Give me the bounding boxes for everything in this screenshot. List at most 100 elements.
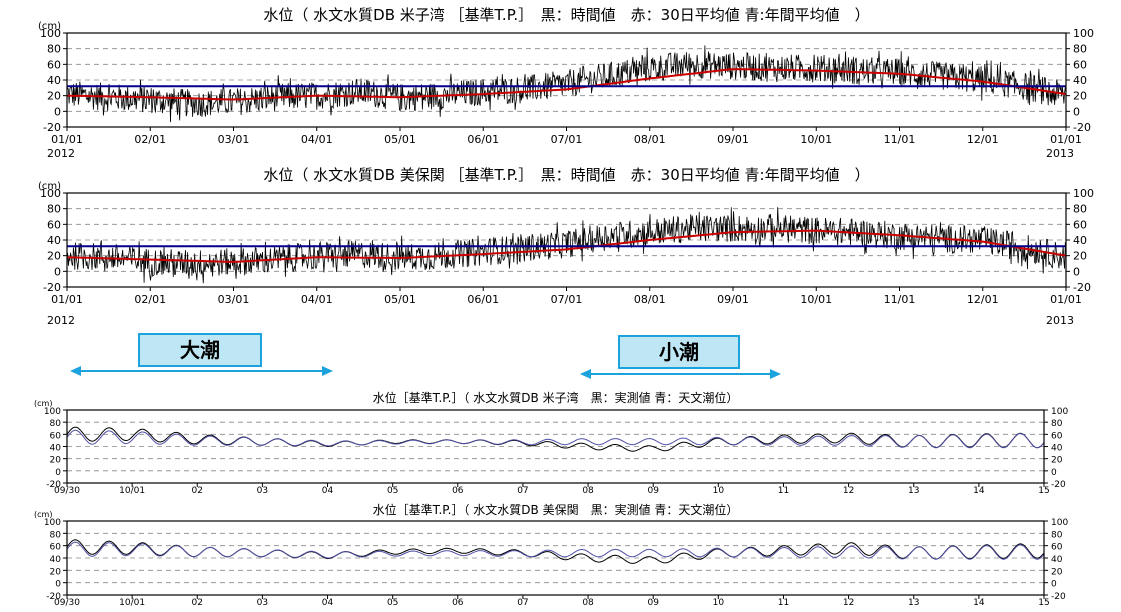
x-tick-label: 08/01 [634,293,666,306]
y-tick-label: 40 [1073,234,1087,247]
x-tick-label: 03 [257,598,268,608]
y-tick-label: 60 [1073,218,1087,231]
plot-frame [66,409,1045,484]
y-tick-label: 20 [50,456,62,466]
y-tick-label: -20 [46,592,61,602]
x-tick-label: 06 [452,486,464,496]
y-tick-label: 0 [1073,105,1080,118]
year-end-label: 2013 [1046,147,1074,160]
y-tick-label: 60 [47,58,61,71]
x-tick-label: 12 [843,486,854,496]
y-tick-label: 60 [1051,431,1063,441]
y-tick-label: 100 [1073,187,1094,200]
x-tick-label: 08 [582,486,594,496]
y-tick-label: -20 [43,121,61,134]
y-tick-label: 100 [1073,27,1094,40]
y-tick-label: 100 [44,407,61,417]
x-tick-label: 09/30 [54,486,80,496]
y-tick-label: 80 [50,530,62,540]
y-tick-label: 100 [40,27,61,40]
x-tick-label: 13 [908,486,919,496]
series-observed-line [66,539,1045,564]
y-unit-label: (cm) [34,510,52,519]
x-tick-label: 05/01 [384,133,416,146]
x-tick-label: 03/01 [218,133,250,146]
y-tick-label: 0 [1051,580,1057,590]
x-tick-label: 02 [192,486,203,496]
y-tick-label: -20 [1073,281,1091,294]
x-tick-label: 01/01 [1050,293,1082,306]
neap-tide-arrow-head-right [770,369,781,379]
x-tick-label: 02/01 [134,133,166,146]
x-tick-label: 10 [713,598,725,608]
plot-frame [66,32,1067,128]
x-tick-label: 07/01 [551,293,583,306]
x-tick-label: 07 [517,486,528,496]
x-tick-label: 09 [647,486,659,496]
series-hourly-line [66,45,1067,123]
y-tick-label: 60 [50,431,62,441]
y-tick-label: 80 [50,419,62,429]
x-tick-label: 10/01 [119,486,145,496]
y-tick-label: 0 [54,105,61,118]
year-end-label: 2013 [1046,314,1074,327]
y-tick-label: 60 [1073,58,1087,71]
x-tick-label: 09/01 [717,293,749,306]
y-tick-label: 40 [1051,444,1063,454]
y-unit-label: (cm) [34,399,52,408]
x-tick-label: 04/01 [301,133,333,146]
plot-frame [66,192,1067,288]
plot-frame [66,520,1045,596]
y-tick-label: 40 [1051,555,1063,565]
x-tick-label: 05 [387,598,398,608]
year-start-label: 2012 [47,147,75,160]
x-tick-label: 06/01 [467,293,499,306]
neap-tide-label: 小潮 [618,335,740,369]
y-tick-label: 0 [55,580,61,590]
y-unit-label: (cm) [38,181,61,192]
y-tick-label: 20 [1073,90,1087,103]
y-tick-label: 20 [47,250,61,263]
x-tick-label: 06/01 [467,133,499,146]
y-tick-label: 60 [1051,543,1063,553]
y-tick-label: -20 [1051,480,1066,490]
y-tick-label: 80 [47,203,61,216]
y-tick-label: 60 [50,543,62,553]
series-hourly-line [66,207,1067,284]
series-astronomical-tide-line [66,541,1045,560]
x-tick-label: 04 [322,598,334,608]
y-tick-label: 20 [1051,567,1063,577]
y-tick-label: 80 [1073,43,1087,56]
x-tick-label: 11 [778,486,789,496]
x-tick-label: 13 [908,598,919,608]
spring-tide-arrow-head-left [70,366,81,376]
x-tick-label: 03 [257,486,268,496]
x-tick-label: 09/01 [717,133,749,146]
x-tick-label: 12 [843,598,854,608]
series-observed-line [66,426,1045,452]
chart-title: 水位［基準T.P.］（ 水文水質DB 米子湾 黒：実測値 青：天文潮位） [373,390,739,405]
y-tick-label: 40 [50,555,62,565]
y-tick-label: 80 [1051,419,1063,429]
y-tick-label: 40 [47,234,61,247]
x-tick-label: 03/01 [218,293,250,306]
x-tick-label: 12/01 [967,293,999,306]
y-tick-label: 40 [1073,74,1087,87]
chart-title: 水位（ 水文水質DB 米子湾 ［基準T.P.］ 黒：時間値 赤：30日平均値 青… [263,6,869,24]
y-tick-label: 100 [40,187,61,200]
x-tick-label: 01/01 [51,293,83,306]
x-tick-label: 08 [582,598,594,608]
y-tick-label: -20 [43,281,61,294]
x-tick-label: 12/01 [967,133,999,146]
spring-tide-label: 大潮 [138,333,262,367]
y-tick-label: -20 [46,480,61,490]
x-tick-label: 10/01 [800,133,832,146]
y-tick-label: 100 [44,518,61,528]
x-tick-label: 10/01 [119,598,145,608]
y-tick-label: 40 [47,74,61,87]
series-30day-mean-line [66,229,1067,263]
y-tick-label: 20 [1073,250,1087,263]
y-tick-label: 0 [55,468,61,478]
x-tick-label: 05 [387,486,398,496]
